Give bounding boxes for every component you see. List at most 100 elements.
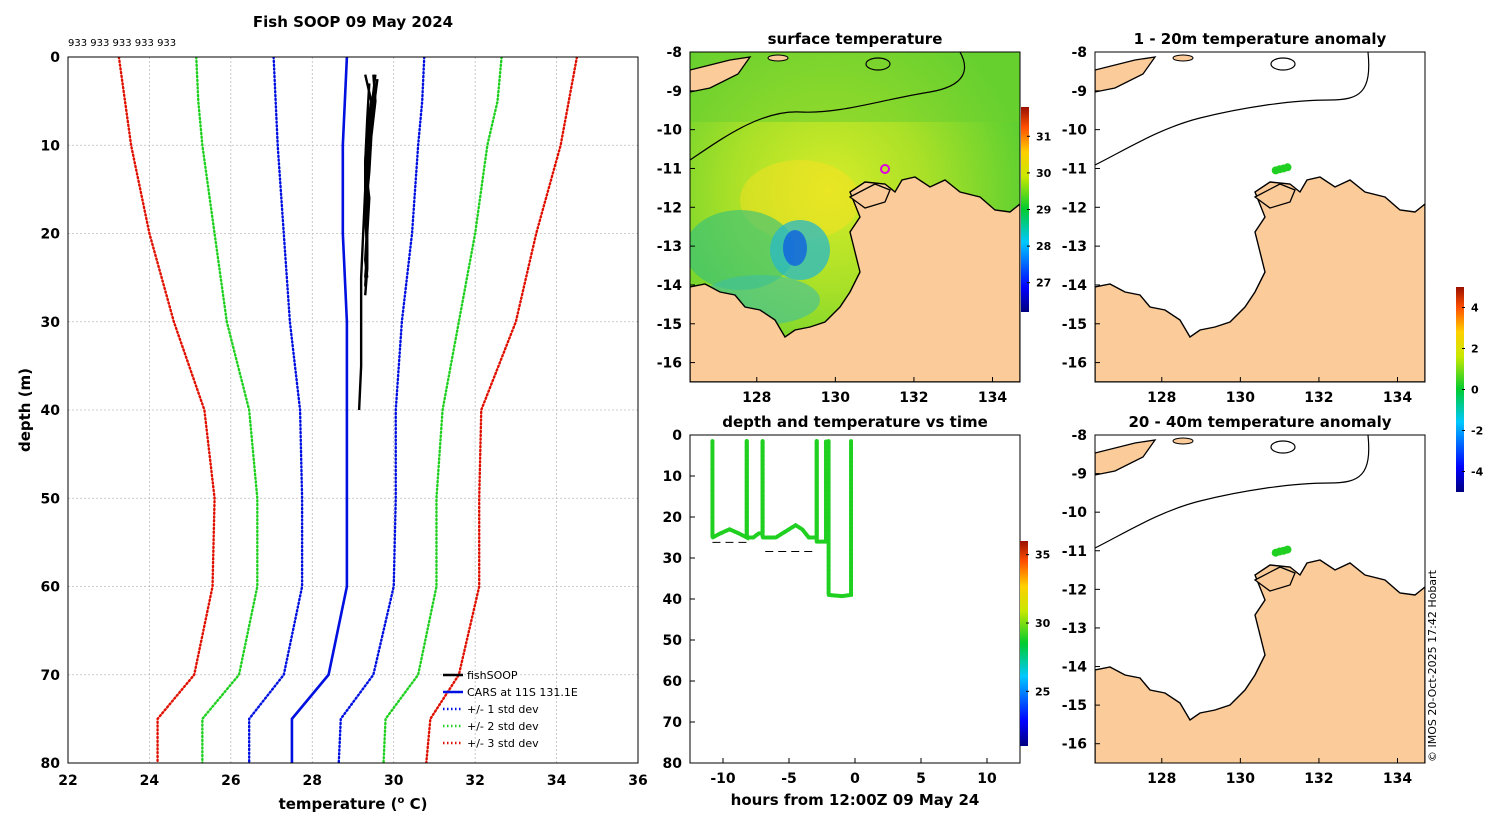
map-island-small [1172, 437, 1194, 445]
map-land [1095, 559, 1425, 763]
depth-time-x-tick-label: 0 [850, 771, 860, 787]
profile-fishsoop-cast [364, 78, 379, 278]
sst-cool-patch [690, 210, 795, 290]
map-y-tick-label: -15 [1062, 317, 1087, 333]
profile-x-tick-label: 36 [628, 773, 647, 789]
map-island-tiwi [848, 183, 891, 209]
anomaly-1-20-title: 1 - 20m temperature anomaly [1134, 30, 1387, 48]
sst-coldest-patch [783, 230, 807, 266]
map-x-tick-label: 128 [742, 390, 771, 406]
colorbar-tick-label: -2 [1471, 425, 1483, 438]
map-island-outline [865, 57, 891, 71]
map-y-tick-label: -11 [1062, 161, 1087, 177]
sst-coastline [690, 54, 1020, 382]
map-y-tick-label: -12 [657, 200, 682, 216]
map-y-tick-label: -8 [1071, 428, 1087, 444]
anomaly-1-20-ticks: 128 130 132 134 -8 -9 -10 -11 -12 -13 -14 -15 -16 [1062, 45, 1413, 406]
colorbar-tick-label: -4 [1471, 466, 1484, 479]
depth-time-x-tick-label: -10 [710, 771, 736, 787]
map-land [1095, 176, 1425, 382]
profile-series--1-std-dev [337, 57, 426, 763]
profile-x-tick-label: 32 [465, 773, 484, 789]
map-island-timor [690, 56, 752, 93]
profile-x-tick-label: 24 [140, 773, 160, 789]
profile-series-cars-at-11s-131-1e [290, 57, 349, 763]
colorbar-tick-label: 28 [1036, 240, 1051, 253]
map-y-tick-label: -10 [1062, 505, 1088, 521]
map-island-timor [1095, 439, 1157, 476]
map-y-tick-label: -8 [666, 45, 682, 61]
depth-time-cast [710, 439, 749, 541]
map-y-tick-label: -9 [1071, 467, 1087, 483]
map-x-tick-label: 134 [1383, 771, 1412, 787]
profile-y-tick-label: 30 [41, 315, 61, 331]
anomaly-20-40-panel: 20 - 40m temperature anomaly 128 130 132 13… [1062, 287, 1484, 787]
map-y-tick-label: -16 [657, 356, 682, 372]
colorbar-tick-label: 30 [1036, 167, 1052, 180]
map-island-tiwi [1253, 183, 1296, 209]
profile-x-tick-label: 28 [303, 773, 322, 789]
anomaly-colorbar-ticks: -4 -2 0 2 4 [1462, 302, 1484, 479]
profile-x-tick-label: 22 [58, 773, 77, 789]
map-y-tick-label: -11 [657, 161, 682, 177]
sst-colorbar-ticks: 27 28 29 30 31 [1027, 130, 1052, 290]
map-y-tick-label: -15 [1062, 698, 1087, 714]
map-x-tick-label: 132 [1304, 390, 1333, 406]
map-land [690, 176, 1020, 382]
sst-bathymetry-contour [690, 52, 966, 161]
depth-time-title: depth and temperature vs time [722, 413, 988, 431]
sst-colorbar [1021, 107, 1029, 312]
depth-time-cast [744, 439, 765, 540]
depth-time-y-tick-label: 30 [663, 551, 683, 567]
map-y-tick-label: -14 [1062, 660, 1088, 676]
anomaly-20-40-point [1283, 545, 1292, 554]
depth-time-frame [689, 434, 1021, 764]
profile-fishsoop-cast [357, 74, 377, 411]
anomaly-1-20-points [1271, 163, 1292, 175]
depth-time-x-tick-label: -5 [781, 771, 797, 787]
profile-grid [68, 57, 638, 763]
depth-time-panel: depth and temperature vs time -10 -5 0 5 10 0… [663, 413, 1051, 809]
profile-y-tick-label: 40 [41, 403, 61, 419]
depth-time-y-tick-label: 80 [663, 756, 683, 772]
sst-map-panel: surface temperature 128 130 132 134 -8 -9 -10 -… [657, 30, 1052, 406]
map-y-tick-label: -12 [1062, 582, 1087, 598]
colorbar-tick-label: 0 [1471, 384, 1479, 397]
map-island-timor [1095, 56, 1157, 93]
profile-y-tick-label: 60 [41, 580, 61, 596]
depth-time-y-tick-label: 20 [663, 510, 683, 526]
anomaly-1-20-bathymetry-contour [1095, 52, 1370, 166]
map-x-tick-label: 132 [899, 390, 928, 406]
legend-std2: +/- 2 std dev [467, 720, 539, 733]
map-x-tick-label: 128 [1147, 390, 1176, 406]
anomaly-20-40-frame [1094, 434, 1426, 764]
depth-time-x-tick-label: 10 [977, 771, 997, 787]
profile-legend: fishSOOP CARS at 11S 131.1E +/- 1 std de… [443, 669, 578, 750]
colorbar-tick-label: 30 [1035, 617, 1051, 630]
depth-time-y-tick-label: 60 [663, 674, 683, 690]
sst-title: surface temperature [768, 30, 943, 48]
map-island-outline [1270, 440, 1296, 454]
anomaly-colorbar [1456, 287, 1464, 492]
profile-series--2-std-dev [382, 57, 503, 763]
profile-y-tick-label: 50 [41, 491, 61, 507]
legend-std1: +/- 1 std dev [467, 703, 539, 716]
map-x-tick-label: 128 [1147, 771, 1176, 787]
map-y-tick-label: -13 [657, 239, 682, 255]
map-y-tick-label: -13 [1062, 239, 1087, 255]
anomaly-1-20-panel: 1 - 20m temperature anomaly 128 130 132 134… [1062, 30, 1426, 406]
depth-time-data [710, 439, 854, 599]
colorbar-tick-label: 29 [1036, 204, 1051, 217]
colorbar-tick-label: 25 [1035, 685, 1050, 698]
profile-y-tick-label: 10 [41, 138, 61, 154]
profile-ticks: 22 24 26 28 30 32 34 36 0 10 20 30 40 50 60 70 80 [41, 50, 648, 789]
profile-lines [117, 57, 579, 763]
depth-time-cast [760, 439, 819, 540]
profile-y-label: depth (m) [16, 368, 34, 452]
map-x-tick-label: 130 [1226, 390, 1255, 406]
profile-x-tick-label: 26 [221, 773, 240, 789]
profile-x-tick-label: 30 [384, 773, 404, 789]
anomaly-1-20-frame [1094, 51, 1426, 383]
anomaly-1-20-point [1283, 163, 1292, 172]
